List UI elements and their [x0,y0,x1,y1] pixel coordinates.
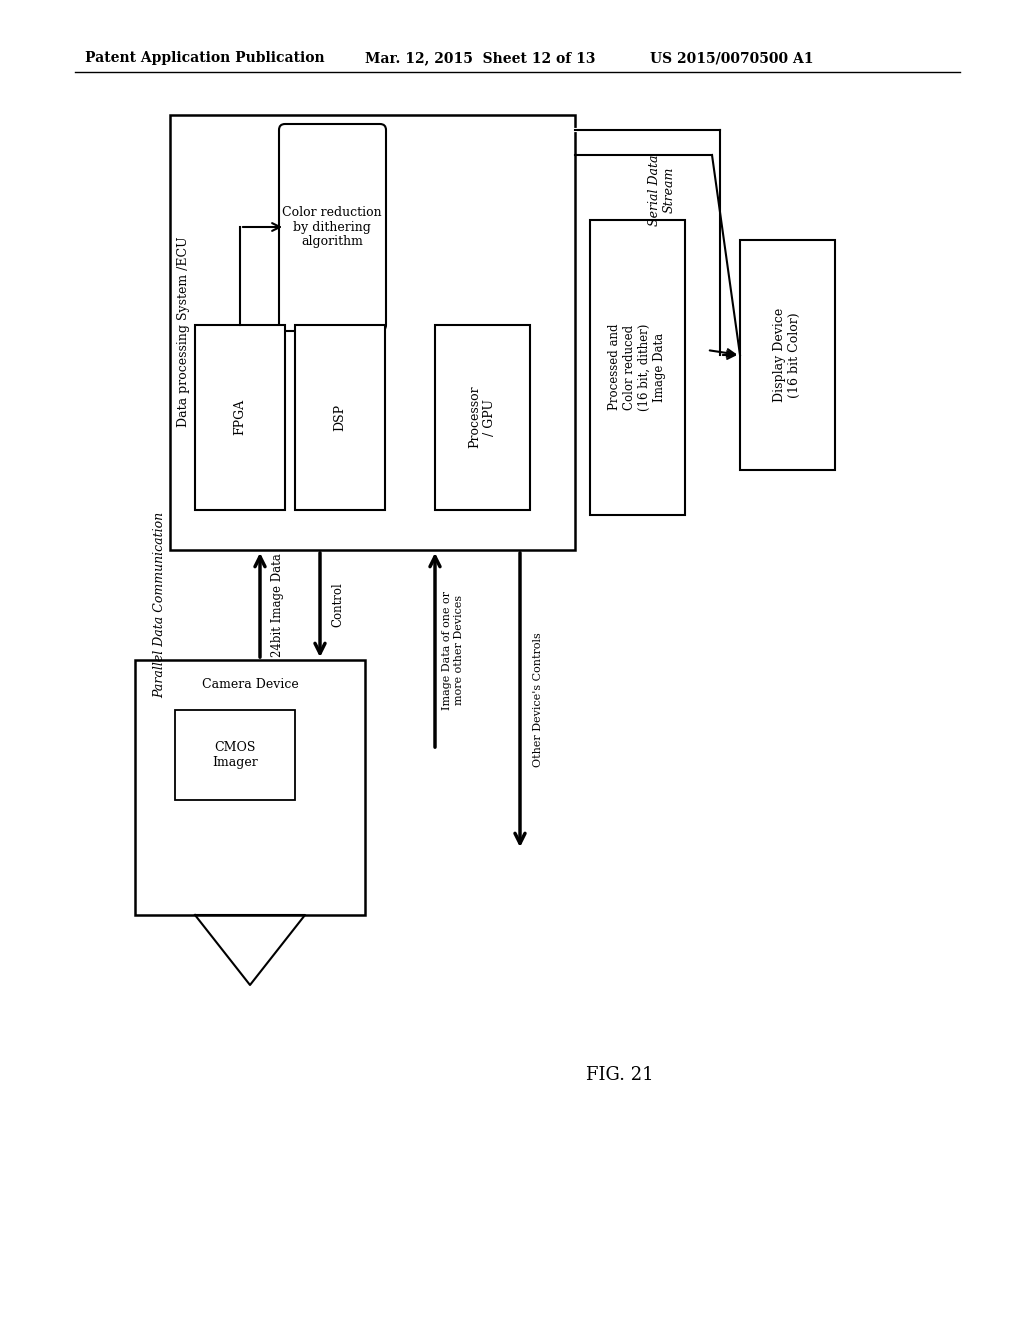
Text: Processor
/ GPU: Processor / GPU [468,385,496,449]
Text: Image Data of one or
more other Devices: Image Data of one or more other Devices [442,590,464,710]
Text: Serial Data
Stream: Serial Data Stream [648,154,676,226]
Text: Control: Control [332,582,344,627]
Bar [295,325,385,510]
Bar [740,240,835,470]
Text: 24bit Image Data: 24bit Image Data [271,553,285,657]
Bar [135,660,365,915]
Text: Color reduction
by dithering
algorithm: Color reduction by dithering algorithm [283,206,382,248]
Text: Parallel Data Communication: Parallel Data Communication [154,512,167,698]
Bar [435,325,530,510]
Text: FIG. 21: FIG. 21 [586,1067,653,1084]
Bar [195,325,285,510]
Text: Data processing System /ECU: Data processing System /ECU [177,236,190,428]
Text: FPGA: FPGA [233,399,247,436]
Bar [170,115,575,550]
Text: Display Device
(16 bit Color): Display Device (16 bit Color) [773,308,801,403]
Text: Patent Application Publication: Patent Application Publication [85,51,325,65]
FancyBboxPatch shape [279,124,386,331]
Text: DSP: DSP [334,404,346,430]
Text: Camera Device: Camera Device [202,678,298,690]
Text: Processed and
Color reduced
(16 bit, dither)
Image Data: Processed and Color reduced (16 bit, dit… [608,323,666,411]
Text: US 2015/0070500 A1: US 2015/0070500 A1 [650,51,813,65]
Bar [590,220,685,515]
Text: CMOS
Imager: CMOS Imager [212,741,258,770]
Text: Other Device's Controls: Other Device's Controls [534,632,543,767]
Text: Mar. 12, 2015  Sheet 12 of 13: Mar. 12, 2015 Sheet 12 of 13 [365,51,596,65]
Bar [175,710,295,800]
